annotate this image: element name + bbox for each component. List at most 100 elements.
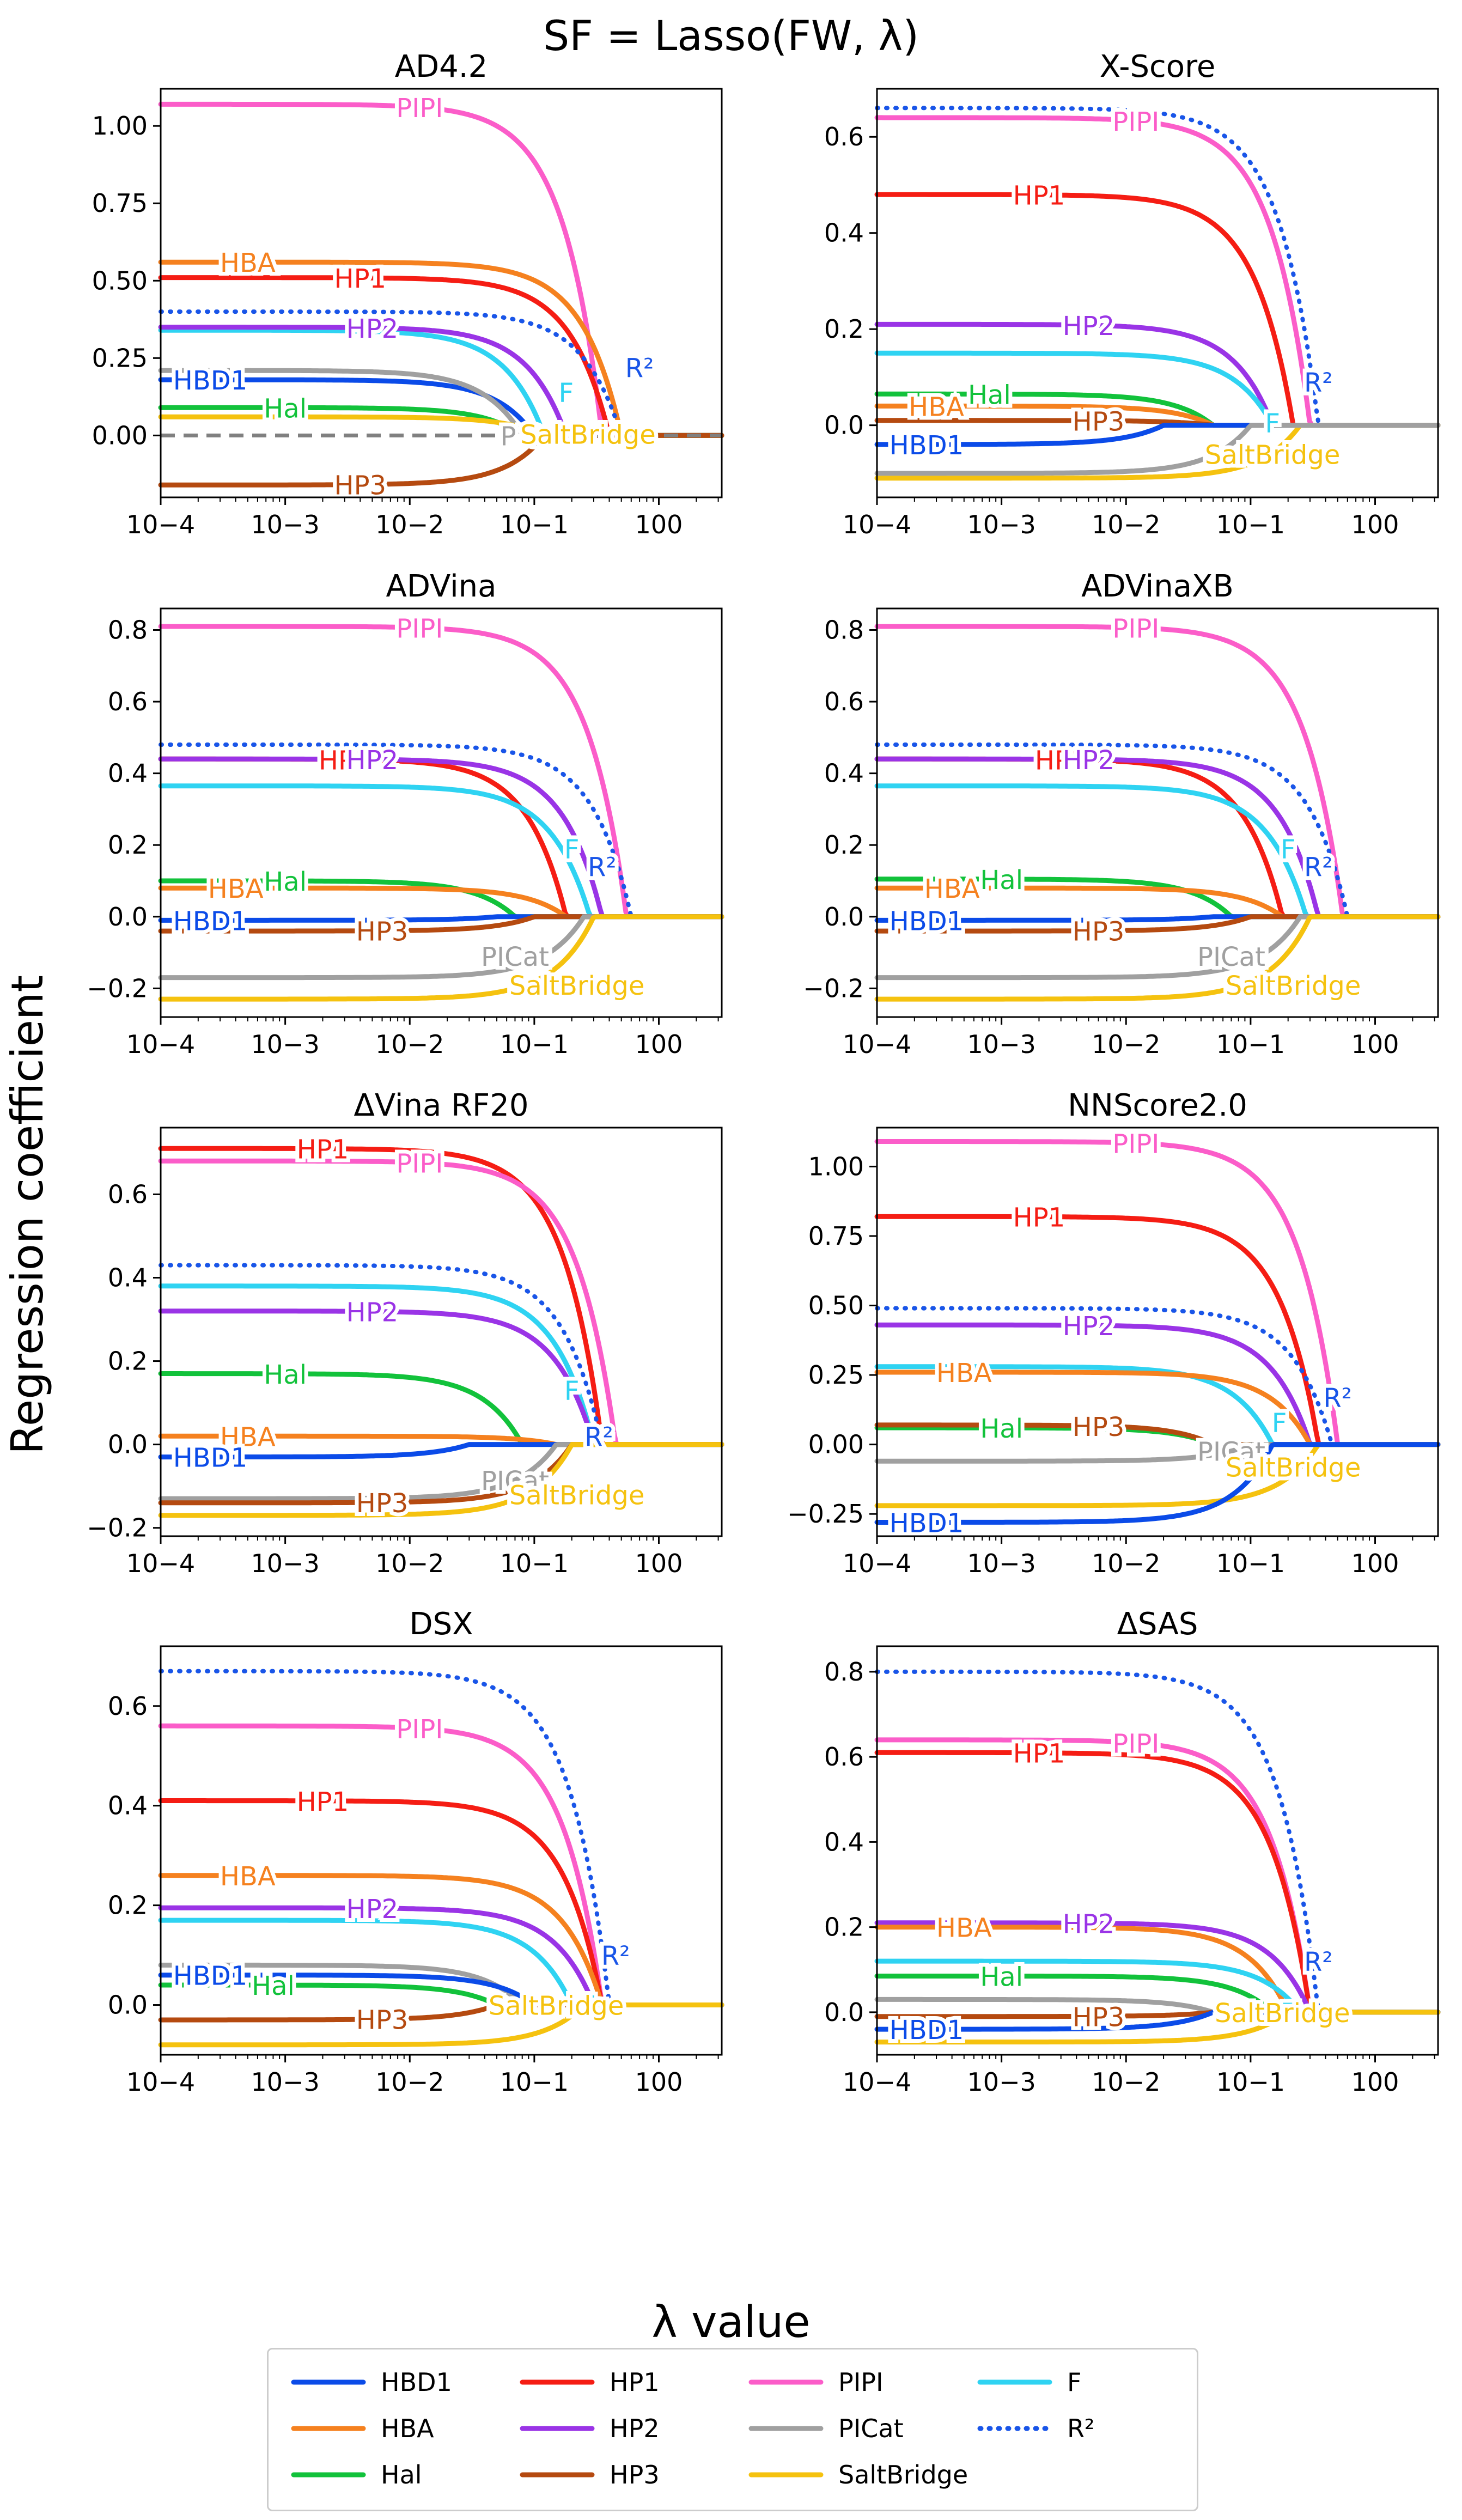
panel-title: ΔSAS (1117, 1606, 1198, 1642)
series-line-Hal (874, 1974, 1441, 2015)
panel-5: NNScore2.0 PIPI HP1 R² HP2 F HBA Hal HP3 PICatSal… (787, 1088, 1441, 1578)
x-tick-label: 100 (1351, 2067, 1399, 2097)
legend-label: F (1067, 2367, 1082, 2397)
series-line-PIPI (874, 1139, 1441, 1447)
x-tick-label: 10−4 (126, 2067, 195, 2097)
series-label-Hal: Hal (264, 1360, 307, 1390)
series-label-HP1: HP1 (297, 1787, 349, 1817)
legend-label: HP3 (610, 2460, 660, 2489)
axes-frame (876, 1127, 1439, 1537)
axes-frame (160, 1127, 723, 1537)
y-tick-label: 1.00 (808, 1152, 864, 1181)
y-tick-label: 0.50 (92, 266, 148, 295)
series-label-HBA: HBA (208, 874, 264, 904)
series-label-HP1: HP1 (319, 745, 371, 776)
legend-item-HP2: HP2 (519, 2412, 660, 2445)
x-tick-label: 10−1 (1216, 2067, 1285, 2097)
x-tick-label: 10−2 (375, 1030, 444, 1059)
y-tick-label: 0.2 (824, 830, 864, 860)
series-label-R2: R² (625, 353, 654, 384)
legend-label: HBD1 (381, 2367, 452, 2397)
panel-title: X-Score (1100, 49, 1216, 84)
y-tick-label: 0.6 (108, 687, 148, 716)
x-tick-label: 10−2 (375, 510, 444, 539)
y-tick-label: 0.4 (824, 759, 864, 788)
series-label-PIPI: PIPI (1112, 613, 1159, 644)
axes-frame (876, 607, 1439, 1018)
series-label-PICat: PICat (481, 1466, 549, 1496)
series-label-Hal: Hal (264, 867, 307, 897)
series-label-F: F (1281, 835, 1296, 865)
x-tick-label: 10−2 (1092, 2067, 1160, 2097)
series-line-SaltBridge (158, 914, 724, 1002)
series-label-HP1: HP1 (1035, 745, 1087, 776)
x-tick-label: 10−4 (843, 510, 911, 539)
x-tick-label: 10−3 (967, 1549, 1035, 1578)
series-label-HBA: HBA (909, 392, 964, 422)
series-label-HBD1: HBD1 (890, 430, 964, 461)
series-label-Hal: Hal (264, 393, 307, 424)
legend: HBD1 HBA Hal HP1 HP2 HP3 PIPI PICat SaltBridge F R… (267, 2348, 1198, 2511)
series-label-Hal: Hal (980, 1962, 1023, 1993)
x-tick-label: 100 (635, 1549, 683, 1578)
series-label-SaltBridge: SaltBridge (1205, 440, 1341, 471)
series-label-HP3: HP3 (1073, 406, 1125, 437)
series-line-PICat (874, 423, 1441, 476)
series-line-HBD1 (874, 1442, 1441, 1525)
series-line-R2 (159, 1263, 724, 1447)
x-axis-label: λ value (651, 2297, 810, 2347)
x-tick-label: 100 (1351, 1030, 1399, 1059)
y-tick-label: 1.00 (92, 111, 148, 141)
series-line-HP1 (874, 1214, 1441, 1447)
legend-label: Hal (381, 2460, 422, 2489)
y-tick-label: 0.4 (108, 1791, 148, 1821)
series-line-PIPI (158, 1158, 724, 1447)
series-label-PICat: PICat (481, 942, 549, 972)
series-label-HP2: HP2 (1063, 1909, 1115, 1939)
y-tick-label: 0.2 (108, 830, 148, 860)
series-label-PIPI: PIPI (1112, 107, 1159, 137)
series-label-HP3: HP3 (356, 917, 409, 947)
legend-label: R² (1067, 2414, 1095, 2443)
figure-suptitle: SF = Lasso(FW, λ) (543, 11, 919, 60)
legend-swatch-HBD1 (291, 2379, 366, 2385)
series-label-PIPI: PIPI (1112, 1129, 1159, 1160)
legend-label: PICat (838, 2414, 904, 2443)
x-tick-label: 10−2 (1092, 1549, 1160, 1578)
y-tick-label: 0.25 (92, 343, 148, 373)
axes-frame (160, 88, 723, 498)
series-label-R2: R² (1304, 853, 1333, 883)
series-label-Hal: Hal (980, 1414, 1023, 1444)
y-tick-label: 0.8 (108, 615, 148, 644)
y-tick-label: 0.8 (824, 615, 864, 644)
x-tick-label: 10−4 (843, 1030, 911, 1059)
series-label-SaltBridge: SaltBridge (1215, 1998, 1350, 2029)
panel-title: ΔVina RF20 (354, 1088, 529, 1123)
series-line-R2 (875, 1669, 1440, 2014)
x-tick-label: 10−2 (1092, 1030, 1160, 1059)
panel-7: ΔSASR²PIPIHP1HP2HBAFHalHP3HBD1SaltBridge… (824, 1606, 1441, 2097)
series-label-HBD1: HBD1 (890, 2015, 964, 2046)
legend-item-PIPI: PIPI (748, 2366, 884, 2399)
y-tick-label: 0.6 (108, 1691, 148, 1721)
y-tick-label: −0.2 (87, 1513, 148, 1543)
y-tick-label: 0.75 (808, 1221, 864, 1251)
series-label-SaltBridge: SaltBridge (1226, 1452, 1361, 1483)
series-label-HBD1: HBD1 (173, 906, 248, 936)
y-tick-label: 0.4 (824, 218, 864, 248)
panel-0: AD4.2 PIPI HBA HP1 R² F HP2 HBD1 PICat Hal SaltBri… (92, 49, 724, 539)
series-line-HP1 (158, 1146, 724, 1447)
series-label-HP1: HP1 (297, 1135, 349, 1165)
panel-grid: AD4.2PIPIHBAHP1R²FHP2HBD1PICatHalSaltBri… (87, 49, 1441, 2097)
series-label-SaltBridge: SaltBridge (509, 971, 645, 1001)
panel-title: ADVinaXB (1081, 569, 1234, 604)
series-label-R2: R² (601, 1941, 630, 1971)
legend-swatch-PICat (748, 2426, 824, 2431)
series-label-Hal: Hal (968, 380, 1011, 410)
series-label-R2: R² (1304, 1947, 1333, 1977)
legend-label: HBA (381, 2414, 434, 2443)
legend-swatch-F (977, 2379, 1052, 2385)
x-tick-label: 10−1 (1216, 1030, 1285, 1059)
x-tick-label: 10−1 (500, 510, 569, 539)
series-label-HBA: HBA (220, 1422, 276, 1452)
